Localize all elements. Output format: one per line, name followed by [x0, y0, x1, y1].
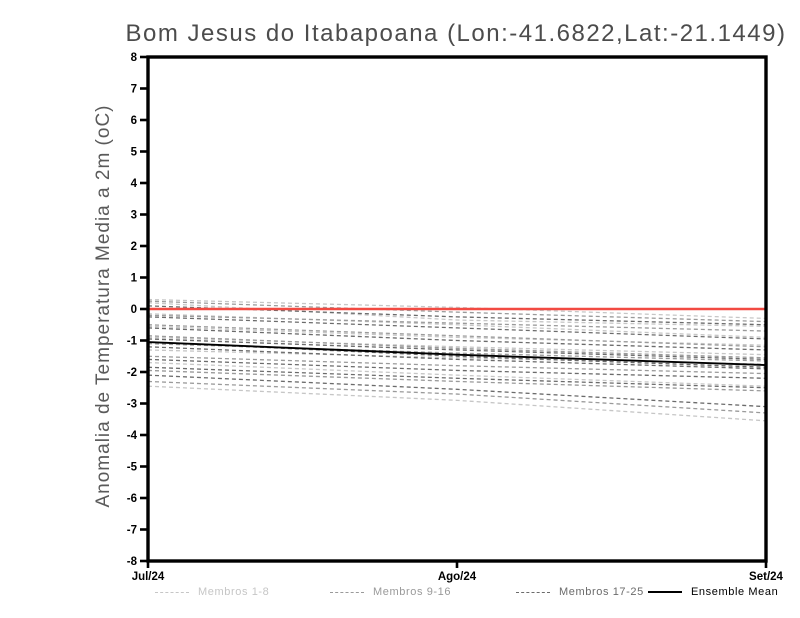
y-tick-label: -7	[127, 525, 137, 537]
legend-entry-members-17-25: Membros 17-25	[516, 586, 644, 598]
x-tick-label: Ago/24	[438, 571, 477, 583]
member-line-m1	[147, 298, 767, 320]
member-line-m8	[147, 385, 767, 422]
y-tick-label: 4	[131, 178, 138, 190]
y-tick-label: -1	[127, 336, 138, 348]
member-line-m11	[147, 324, 767, 348]
y-tick-label: -5	[127, 462, 138, 474]
member-line-m9	[147, 300, 767, 323]
member-line-m2	[147, 302, 767, 327]
y-tick-label: 3	[131, 210, 137, 222]
member-line-m5	[147, 336, 767, 356]
ensemble-mean-line	[147, 341, 767, 367]
legend-label: Membros 1-8	[198, 586, 270, 598]
member-line-m7	[147, 361, 767, 387]
member-line-m19	[147, 327, 767, 351]
legend-entry-members-9-16: Membros 9-16	[330, 586, 451, 598]
x-tick-label: Set/24	[749, 571, 783, 583]
chart-legend: Membros 1-8 Membros 9-16 Membros 17-25 E…	[0, 586, 800, 604]
y-tick-label: 0	[131, 304, 137, 316]
y-tick-label: 7	[131, 84, 137, 96]
member-line-m10	[147, 314, 767, 332]
dashed-line-icon	[155, 591, 189, 593]
y-tick-label: -8	[127, 556, 138, 568]
y-tick-label: -4	[127, 430, 138, 442]
y-tick-label: 1	[131, 273, 138, 285]
legend-label: Membros 17-25	[559, 586, 644, 598]
y-tick-label: 2	[131, 241, 137, 253]
x-tick-label: Jul/24	[132, 571, 165, 583]
member-line-m14	[147, 355, 767, 375]
y-tick-label: 5	[131, 147, 138, 159]
chart-title: Bom Jesus do Itabapoana (Lon:-41.6822,La…	[125, 20, 787, 47]
member-line-m17	[147, 305, 767, 326]
y-tick-label: 8	[131, 52, 138, 64]
legend-entry-members-1-8: Membros 1-8	[155, 586, 269, 598]
member-line-m4	[147, 325, 767, 346]
member-line-m23	[147, 358, 767, 379]
legend-entry-ensemble-mean: Ensemble Mean	[648, 586, 778, 598]
legend-label: Ensemble Mean	[691, 586, 779, 598]
dashed-line-icon	[330, 591, 364, 593]
y-tick-label: 6	[131, 115, 137, 127]
member-line-m24	[147, 366, 767, 389]
member-line-m3	[147, 313, 767, 338]
y-tick-label: -6	[127, 493, 137, 505]
y-tick-label: -3	[127, 399, 137, 411]
member-line-m15	[147, 369, 767, 392]
member-line-m16	[147, 380, 767, 414]
member-line-m22	[147, 346, 767, 370]
member-line-m21	[147, 341, 767, 368]
member-line-m25	[147, 374, 767, 408]
member-line-m18	[147, 316, 767, 340]
solid-line-icon	[648, 591, 682, 593]
member-line-m6	[147, 349, 767, 365]
member-line-m12	[147, 335, 767, 359]
dashed-line-icon	[516, 591, 550, 593]
legend-label: Membros 9-16	[373, 586, 452, 598]
y-tick-label: -2	[127, 367, 137, 379]
member-line-m13	[147, 343, 767, 362]
member-line-m20	[147, 338, 767, 361]
